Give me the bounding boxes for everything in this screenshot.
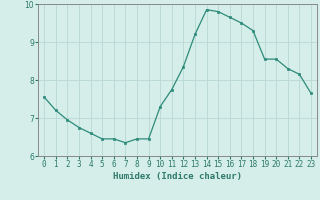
X-axis label: Humidex (Indice chaleur): Humidex (Indice chaleur) <box>113 172 242 181</box>
